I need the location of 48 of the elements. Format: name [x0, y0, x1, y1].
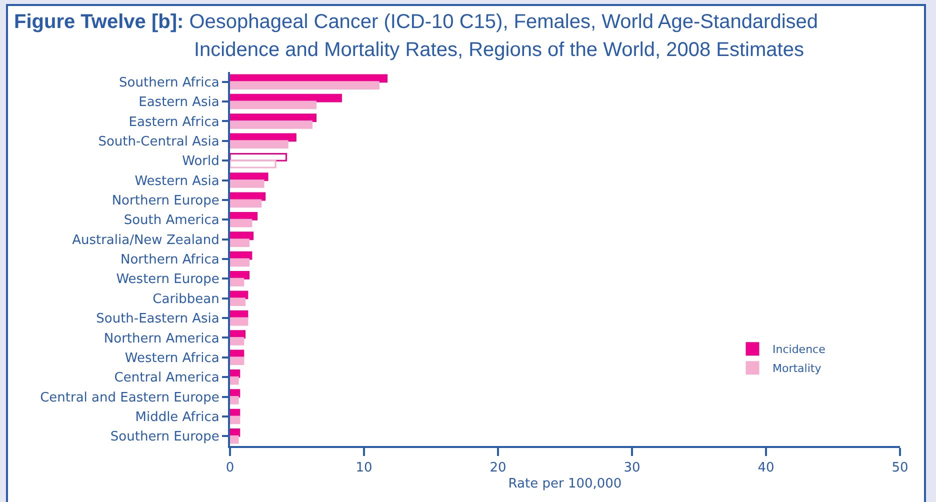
bar: [230, 199, 262, 208]
y-tick-label: Northern Africa: [120, 252, 220, 268]
y-tick-label: Southern Europe: [110, 430, 220, 445]
legend-label: Incidence: [772, 343, 826, 356]
bar: [230, 435, 239, 444]
y-tick-label: Caribbean: [152, 292, 220, 307]
bar: [230, 258, 250, 267]
x-tick-label: 20: [490, 460, 506, 476]
y-tick-label: World: [182, 154, 220, 170]
bar: [230, 271, 250, 280]
x-tick-label: 30: [624, 460, 640, 476]
bar: [230, 218, 252, 228]
bar: [230, 298, 246, 306]
x-tick-label: 50: [892, 460, 908, 476]
y-tick-label: Australia/New Zealand: [72, 232, 220, 248]
y-tick-label: Western Asia: [134, 174, 220, 189]
bar: [230, 356, 244, 366]
y-tick-label: South America: [124, 213, 220, 228]
bar: [230, 317, 248, 326]
y-tick-label: Middle Africa: [135, 410, 220, 426]
y-tick-label: Central America: [114, 370, 220, 386]
bar: [230, 376, 239, 385]
bar: [230, 336, 244, 346]
x-tick-label: 10: [356, 460, 372, 476]
y-tick-label: Northern Europe: [112, 194, 220, 208]
y-tick-label: Western Africa: [124, 350, 220, 366]
y-tick-label: South-Central Asia: [98, 134, 220, 150]
x-axis-title: Rate per 100,000: [508, 476, 622, 492]
bar: [230, 81, 380, 90]
y-tick-label: South-Eastern Asia: [96, 312, 220, 327]
bar: [230, 180, 264, 188]
y-tick-label: Northern America: [104, 331, 220, 346]
chart-title: Figure Twelve [b]: Oesophageal Cancer (ICD-10 C15), Females, World Age-Standardised Incidence and Mortality Rates, Regions of the World, 2008 Estimates: [14, 11, 818, 61]
y-tick-label: Southern Africa: [119, 75, 220, 90]
y-tick-label: Western Europe: [116, 272, 220, 288]
bar: [230, 238, 250, 247]
legend-label: Mortality: [772, 362, 822, 376]
bar: [230, 140, 288, 149]
bar: [230, 416, 240, 424]
bar: [230, 100, 317, 110]
y-tick-label: Central and Eastern Europe: [40, 390, 220, 406]
bar: [230, 396, 239, 404]
x-tick-label: 40: [758, 460, 774, 476]
y-tick-label: Eastern Africa: [128, 114, 220, 130]
bar: [230, 120, 312, 129]
y-tick-label: Eastern Asia: [138, 95, 220, 110]
bar: [230, 278, 244, 286]
x-tick-label: 0: [226, 460, 234, 476]
